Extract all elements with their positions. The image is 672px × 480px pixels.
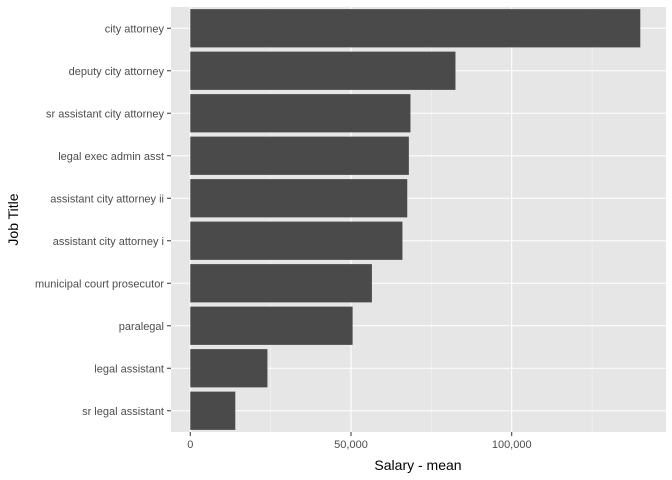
bar [190, 9, 641, 48]
y-tick-label: legal assistant [94, 363, 164, 375]
y-tick-label: paralegal [119, 321, 164, 333]
x-axis: 0 50,000 100,000 [187, 432, 532, 451]
y-tick-label: deputy city attorney [69, 66, 165, 78]
bar [190, 349, 268, 388]
y-axis: city attorney deputy city attorney sr assi… [35, 23, 171, 418]
x-axis-title: Salary - mean [374, 457, 461, 473]
bar [190, 51, 456, 90]
y-tick-label: sr legal assistant [82, 406, 164, 418]
x-tick-label: 100,000 [492, 439, 532, 451]
y-tick-label: assistant city attorney i [53, 236, 164, 248]
y-axis-title: Job Title [5, 193, 21, 245]
y-tick-label: municipal court prosecutor [35, 278, 164, 290]
y-tick-label: sr assistant city attorney [46, 108, 164, 120]
bar [190, 179, 408, 218]
bar [190, 136, 409, 175]
y-tick-label: legal exec admin asst [58, 151, 164, 163]
bar [190, 306, 353, 345]
x-tick-label: 50,000 [334, 439, 368, 451]
bar [190, 391, 236, 430]
x-tick-label: 0 [187, 439, 193, 451]
bar [190, 264, 372, 303]
y-tick-label: assistant city attorney ii [50, 193, 164, 205]
bar [190, 221, 403, 260]
bar [190, 94, 411, 133]
bars [190, 9, 641, 430]
y-tick-label: city attorney [105, 23, 165, 35]
